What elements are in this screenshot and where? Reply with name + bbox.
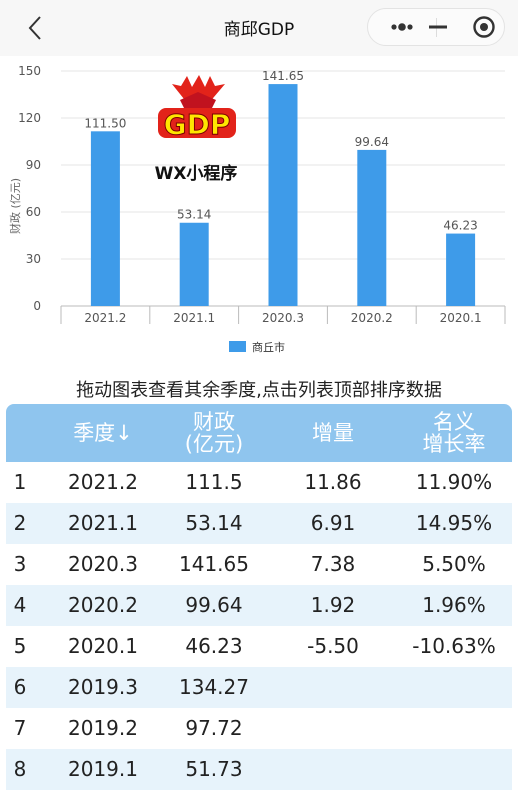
x-tick-label: 2020.1 (440, 311, 482, 325)
table-cell: 14.95% (415, 511, 493, 535)
table-header: 季度↓ 财政 (亿元) 增量 名义 增长率 (6, 404, 512, 462)
table-header-cell[interactable]: 财政 (亿元) (184, 410, 244, 456)
table-cell: 2019.2 (68, 716, 138, 740)
table-row: 1 2021.2 111.5 11.86 11.90% (6, 462, 512, 503)
x-tick-label: 2021.1 (173, 311, 215, 325)
table-cell (278, 749, 388, 790)
watermark-caption: WX小程序 (155, 163, 238, 184)
more-dots-icon (391, 23, 413, 31)
table-body: 1 2021.2 111.5 11.86 11.90% 2 2021.1 53.14 6.91 1… (6, 462, 512, 790)
table-cell (278, 708, 388, 749)
y-axis-title: 财政 (亿元) (8, 178, 22, 234)
table-cell: 2021.1 (68, 511, 138, 535)
y-tick-label: 120 (18, 111, 41, 125)
table-header-cell[interactable]: 季度↓ (73, 421, 133, 445)
table-cell: 2021.2 (68, 470, 138, 494)
table-cell: 6 (13, 675, 27, 699)
table-cell: 7.38 (310, 552, 356, 576)
table-cell: 8 (13, 757, 27, 781)
table-cell: 1 (13, 470, 27, 494)
x-tick-label: 2021.2 (84, 311, 126, 325)
bar (268, 84, 298, 306)
y-tick-label: 60 (26, 205, 41, 219)
drag-sort-hint: 拖动图表查看其余季度,点击列表顶部排序数据 (76, 380, 442, 401)
chart-bars: 111.50 53.14 141.65 99.64 46.23 (84, 69, 478, 306)
table-cell: 51.73 (185, 757, 243, 781)
table-cell: 1.96% (422, 593, 486, 617)
table-row: 2 2021.1 53.14 6.91 14.95% (6, 503, 512, 544)
target-circle-icon (473, 16, 495, 38)
table-cell (398, 749, 510, 790)
bar (90, 131, 120, 306)
table-cell: -5.50 (307, 634, 359, 658)
y-tick-label: 90 (26, 158, 41, 172)
y-tick-label: 30 (26, 252, 41, 266)
gdp-watermark-logo: GDP WX小程序 (155, 75, 238, 184)
table-cell: 2020.2 (68, 593, 138, 617)
table-cell: 2019.3 (68, 675, 138, 699)
table-row: 8 2019.1 51.73 (6, 749, 512, 790)
table-cell: 5.50% (422, 552, 486, 576)
table-cell: 4 (13, 593, 27, 617)
table-cell (398, 667, 510, 708)
x-tick-label: 2020.3 (262, 311, 304, 325)
table-row: 4 2020.2 99.64 1.92 1.96% (6, 585, 512, 626)
table-cell: 97.72 (185, 716, 243, 740)
chart-axis-ticks: 0 30 60 90 120 150 2021.2 2021.1 2020.3 2020.2 202… (18, 64, 482, 325)
page-title: 商邱GDP (223, 20, 295, 40)
x-tick-label: 2020.2 (351, 311, 393, 325)
watermark-logo-text: GDP (164, 108, 231, 141)
table-header-cell[interactable]: 名义 增长率 (422, 410, 486, 456)
mini-program-capsule (367, 8, 505, 46)
table-cell: 6.91 (310, 511, 356, 535)
bar-data-label: 99.64 (355, 135, 389, 149)
bar (179, 222, 209, 306)
table-cell: 11.86 (304, 470, 362, 494)
bar-data-label: 111.50 (84, 116, 126, 130)
y-tick-label: 150 (18, 64, 41, 78)
table-row: 3 2020.3 141.65 7.38 5.50% (6, 544, 512, 585)
table-header-cell (6, 404, 34, 462)
table-header-cell[interactable]: 增量 (312, 421, 354, 445)
bar-data-label: 53.14 (177, 208, 211, 222)
gdp-table: 季度↓ 财政 (亿元) 增量 名义 增长率 1 2021.2 111.5 11.86 11.90%… (6, 404, 512, 790)
bar-data-label: 46.23 (443, 219, 477, 233)
table-row: 5 2020.1 46.23 -5.50 -10.63% (6, 626, 512, 667)
table-cell: 2020.1 (68, 634, 138, 658)
legend-swatch (229, 341, 246, 352)
bar (357, 149, 387, 306)
more-button[interactable] (368, 9, 436, 45)
chart-legend[interactable]: 商丘市 (229, 340, 285, 354)
table-cell: 7 (13, 716, 27, 740)
table-cell: -10.63% (412, 634, 496, 658)
table-cell: 141.65 (179, 552, 249, 576)
legend-label: 商丘市 (252, 340, 285, 354)
y-tick-label: 0 (33, 299, 41, 313)
table-cell: 53.14 (185, 511, 243, 535)
table-cell: 111.5 (185, 470, 243, 494)
table-row: 7 2019.2 97.72 (6, 708, 512, 749)
table-cell: 2020.3 (68, 552, 138, 576)
table-cell (278, 667, 388, 708)
bar (446, 233, 476, 306)
nav-bar: 商邱GDP (0, 0, 518, 56)
table-cell (398, 708, 510, 749)
minimize-icon (429, 25, 447, 29)
table-cell: 2019.1 (68, 757, 138, 781)
table-cell: 5 (13, 634, 27, 658)
table-cell: 46.23 (185, 634, 243, 658)
table-cell: 3 (13, 552, 27, 576)
gdp-bar-chart[interactable]: 111.50 53.14 141.65 99.64 46.23 0 30 60 90 120 15… (0, 56, 518, 366)
table-cell: 134.27 (179, 675, 249, 699)
minimize-button[interactable] (426, 9, 452, 45)
bar-data-label: 141.65 (262, 69, 304, 83)
table-cell: 11.90% (415, 470, 493, 494)
table-cell: 1.92 (310, 593, 356, 617)
table-cell: 99.64 (185, 593, 243, 617)
close-button[interactable] (466, 9, 506, 45)
chevron-left-icon[interactable] (24, 14, 48, 42)
table-cell: 2 (13, 511, 27, 535)
table-row: 6 2019.3 134.27 (6, 667, 512, 708)
